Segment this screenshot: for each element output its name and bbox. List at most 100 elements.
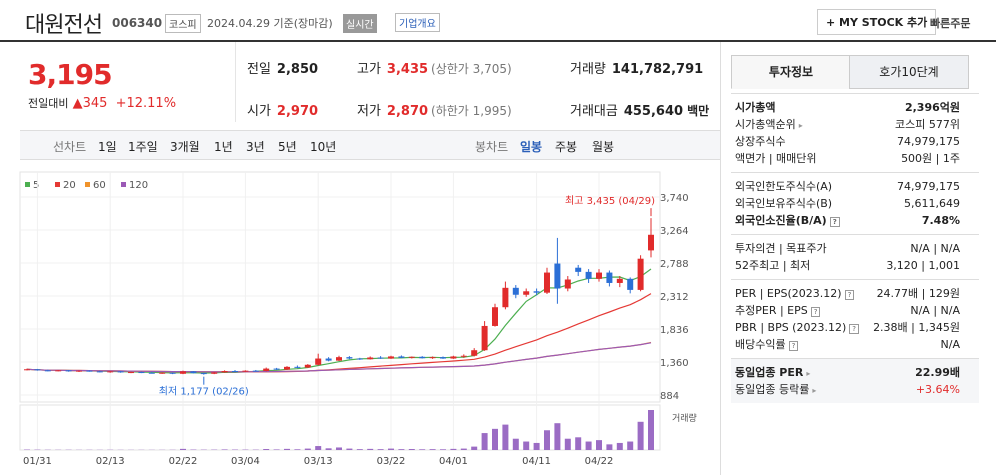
info-label: 추정PER | EPS xyxy=(735,304,808,317)
volume-bar xyxy=(596,440,602,450)
info-value: 74,979,175 xyxy=(897,135,960,148)
period-option[interactable]: 1주일 xyxy=(128,140,158,154)
volume-bar xyxy=(273,449,280,450)
min-label: 최저 1,177 (02/26) xyxy=(159,386,249,398)
price-box: 3,195 전일대비 ▲345 +12.11% xyxy=(20,42,236,122)
toolbar: 선차트 1일 1주일 3개월 1년 3년 5년 10년 봉차트 일봉 주봉 월봉 xyxy=(20,130,720,160)
candle-body xyxy=(367,357,374,360)
volume-frame xyxy=(19,404,661,451)
quick-order[interactable]: 빠른주문 xyxy=(930,17,971,30)
period-option[interactable]: 1년 xyxy=(214,140,233,154)
summary-label: 거래량 xyxy=(570,62,606,77)
legend-swatch xyxy=(25,182,30,187)
period-option[interactable]: 10년 xyxy=(310,140,337,154)
candle-body xyxy=(356,358,363,360)
candle-body xyxy=(86,370,93,372)
candle-body xyxy=(492,307,498,326)
volume-bar xyxy=(315,446,322,450)
volume-bar xyxy=(502,424,509,450)
view-option[interactable]: 일봉 xyxy=(520,140,543,154)
candle-body xyxy=(180,371,186,374)
candle-body xyxy=(596,272,602,279)
arrow-icon: ▸ xyxy=(806,369,811,378)
y-tick-label: 2,788 xyxy=(660,259,689,270)
x-tick-label: 04/22 xyxy=(585,456,614,467)
chart-frame xyxy=(19,171,661,403)
view-option[interactable]: 월봉 xyxy=(592,140,615,154)
y-tick-label: 884 xyxy=(660,391,679,402)
candle-body xyxy=(76,370,82,372)
candle-body xyxy=(242,370,249,372)
info-value: 22.99배 xyxy=(915,366,960,379)
info-row: PBR | BPS (2023.12)? 2.38배 | 1,345원 xyxy=(735,319,975,336)
summary-label: 고가 xyxy=(357,62,381,77)
period-option[interactable]: 3개월 xyxy=(170,140,200,154)
tab[interactable]: 호가10단계 xyxy=(849,55,969,89)
volume-bar xyxy=(523,441,530,450)
candle-body xyxy=(273,368,280,370)
candle-body xyxy=(65,370,72,372)
period-option[interactable]: 1일 xyxy=(98,140,117,154)
info-label: 배당수익률 xyxy=(735,338,786,351)
info-label: 상장주식수 xyxy=(735,135,786,148)
arrow-icon: ▸ xyxy=(812,386,817,395)
volume-bar xyxy=(471,446,478,450)
candle-body xyxy=(55,370,62,372)
volume-bar xyxy=(367,448,374,450)
info-value: 코스피 577위 xyxy=(895,118,960,131)
info-row: 상장주식수 74,979,175 xyxy=(735,133,975,150)
change: 전일대비 ▲345 +12.11% xyxy=(28,96,177,111)
info-group: 투자의견 | 목표주가 N/A | N/A 52주최고 | 최저 3,120 | 1,… xyxy=(731,234,979,279)
candle-body xyxy=(346,357,353,359)
company-info[interactable]: 기업개요 xyxy=(395,13,440,32)
period-option[interactable]: 5년 xyxy=(278,140,297,154)
summary-value: 3,435 xyxy=(386,62,429,77)
moving-average xyxy=(26,342,652,373)
volume-bar xyxy=(284,448,290,450)
period-option[interactable]: 선차트 xyxy=(53,140,87,154)
candle-body xyxy=(252,370,259,372)
summary-item: 전일 2,850 xyxy=(247,58,318,77)
info-label: 시가총액순위 xyxy=(735,118,796,131)
help-icon: ? xyxy=(788,341,799,351)
info-label: 동일업종 PER xyxy=(735,366,804,379)
header: 대원전선 006340 코스피 2024.04.29 기준(장마감) 실시간 기… xyxy=(0,0,996,42)
info-row: PER | EPS(2023.12)? 24.77배 | 129원 xyxy=(735,285,975,302)
candle-body xyxy=(502,287,509,308)
volume-bar xyxy=(294,449,301,450)
volume-bar xyxy=(533,442,540,450)
info-group: 시가총액 2,396억원 시가총액순위 ▸ 코스피 577위 상장주식수 74,979,17… xyxy=(731,93,979,172)
date: 2024.04.29 기준(장마감) xyxy=(207,17,333,30)
info-label: 시가총액 xyxy=(735,101,776,114)
volume-label: 거래량 xyxy=(672,412,697,424)
info-label: 액면가 | 매매단위 xyxy=(735,152,817,165)
summary-extra: (하한가 1,995) xyxy=(431,104,512,118)
volume-bar xyxy=(304,448,311,450)
candle-body xyxy=(263,368,270,372)
info-value: 2.38배 | 1,345원 xyxy=(873,321,960,334)
x-tick-label: 02/13 xyxy=(96,456,125,467)
candle-body xyxy=(585,271,592,279)
period-option[interactable]: 3년 xyxy=(246,140,265,154)
volume-bar xyxy=(585,441,592,450)
summary-value: 455,640 xyxy=(623,104,684,119)
change-label: 전일대비 xyxy=(28,97,69,110)
summary-extra: (상한가 3,705) xyxy=(431,62,512,76)
tab[interactable]: 투자정보 xyxy=(731,55,851,89)
volume-bar xyxy=(481,433,488,450)
candle-body xyxy=(221,371,228,373)
view-option[interactable]: 봉차트 xyxy=(475,140,509,154)
view-option[interactable]: 주봉 xyxy=(555,140,578,154)
info-group: 동일업종 PER ▸ 22.99배 동일업종 등락률 ▸ +3.64% xyxy=(731,358,979,403)
legend-label: 60 xyxy=(93,180,106,191)
candle-body xyxy=(460,355,467,357)
volume-bar xyxy=(325,448,332,450)
candle-body xyxy=(304,364,311,368)
candle-body xyxy=(637,258,644,290)
candle-body xyxy=(544,272,550,293)
candle-body xyxy=(138,372,145,374)
my-stock-button[interactable]: + MY STOCK 추가 xyxy=(817,9,937,35)
candle-body xyxy=(388,356,394,359)
info-value: 7.48% xyxy=(921,214,960,227)
volume-bar xyxy=(554,423,561,450)
